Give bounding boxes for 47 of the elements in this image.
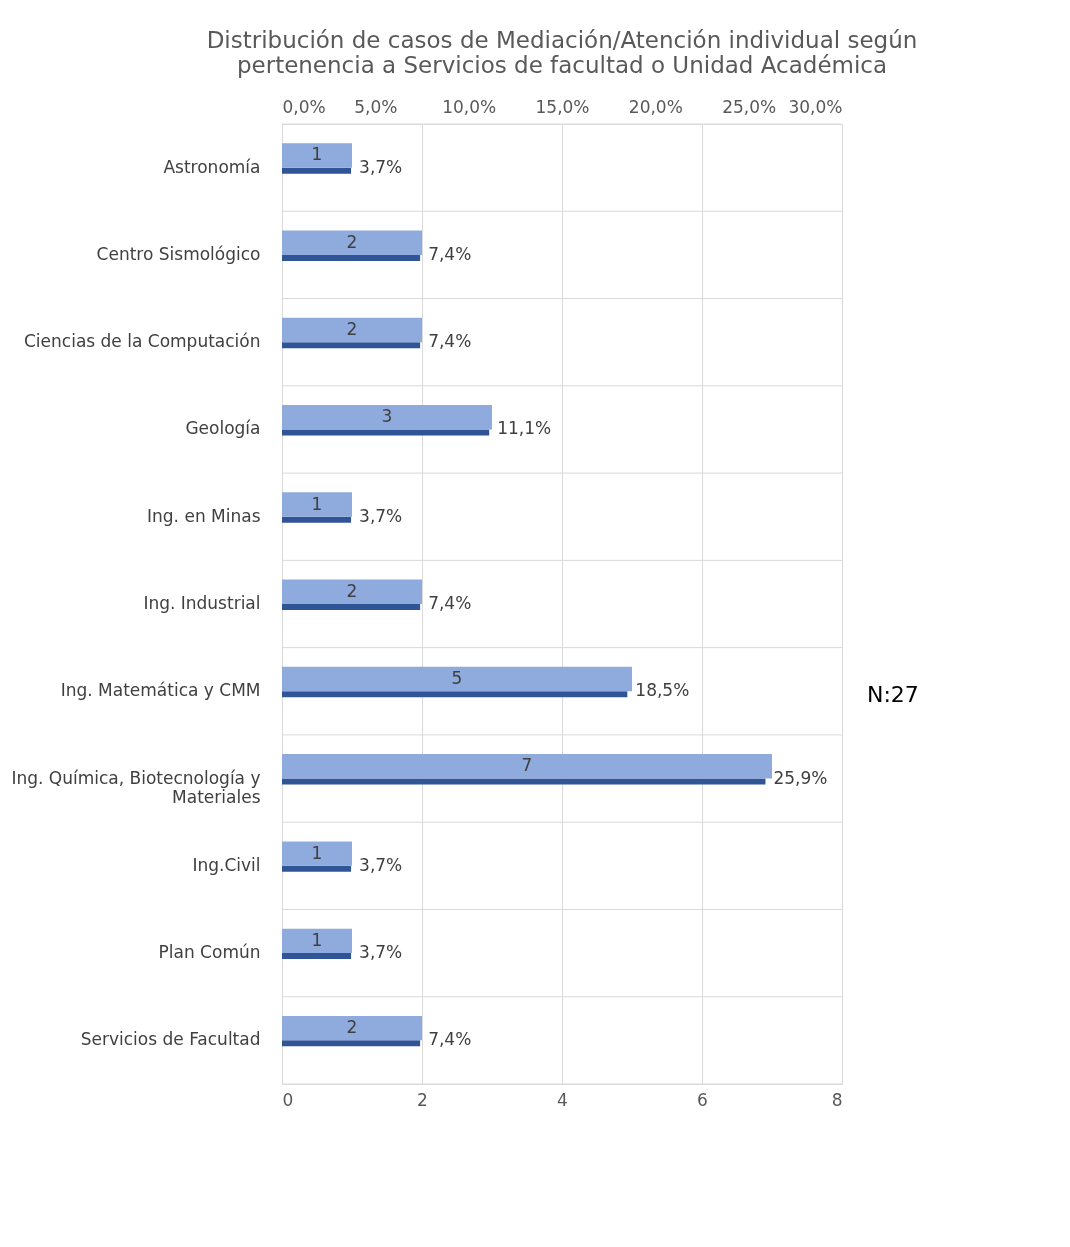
x2-tick-label: 10,0% [442,96,497,117]
data-label: 3,7% [359,505,403,526]
x-tick-label: 2 [417,1089,428,1110]
x2-tick-label: 0,0% [282,96,326,117]
data-label: 25,9% [773,767,828,788]
y-tick-label: Plan Común [158,942,261,963]
x2-tick-label: 25,0% [722,96,777,117]
x-tick-label: 0 [282,1089,294,1110]
data-label: 7,4% [428,243,472,264]
x-tick-label: 8 [831,1089,843,1110]
data-label: 11,1% [497,418,552,439]
x2-tick-label: 15,0% [535,96,590,117]
chart-title: Distribución de casos de Mediación/Atención individual según pertenencia a Servicios de facultad o Unidad Académica [206,27,918,78]
text: N:27 [867,682,919,708]
data-label: 2 [346,1017,358,1038]
data-label: 2 [346,580,358,601]
data-label: 3,7% [359,854,403,875]
x-tick-label: 6 [697,1089,708,1110]
x2-tick-label: 5,0% [354,96,398,117]
data-label: 7 [521,755,533,776]
data-label: 18,5% [635,680,690,701]
x2-tick-label: 30,0% [788,96,843,117]
data-label: 7,4% [428,1029,472,1050]
y-tick-label: Ciencias de la Computación [24,331,261,352]
y-tick-label: Centro Sismológico [96,243,261,264]
data-label: 1 [311,842,323,863]
y-tick-label: Ing. en Minas [147,505,261,526]
data-label: 2 [346,318,358,339]
x-tick-label: 4 [557,1089,568,1110]
y-tick-label: Servicios de Facultad [80,1029,261,1050]
data-label: 7,4% [428,331,472,352]
y-tick-label: Ing.Civil [192,854,261,875]
data-label: 3,7% [359,942,403,963]
data-label: 1 [311,929,323,950]
y-tick-label: Ing. Química, Biotecnología y Materiales [11,767,261,807]
data-label: 2 [346,231,358,252]
data-label: 5 [451,668,463,689]
y-tick-label: Ing. Industrial [143,593,261,613]
y-tick-label: Geología [185,418,261,439]
y-tick-label: Ing. Matemática y CMM [60,680,261,701]
data-label: 7,4% [428,593,472,613]
data-label: 3 [381,406,393,427]
data-label: 1 [311,144,323,165]
data-label: 1 [311,493,323,514]
x2-tick-label: 20,0% [628,96,683,117]
y-tick-label: Astronomía [163,156,261,177]
data-label: 3,7% [359,156,403,177]
